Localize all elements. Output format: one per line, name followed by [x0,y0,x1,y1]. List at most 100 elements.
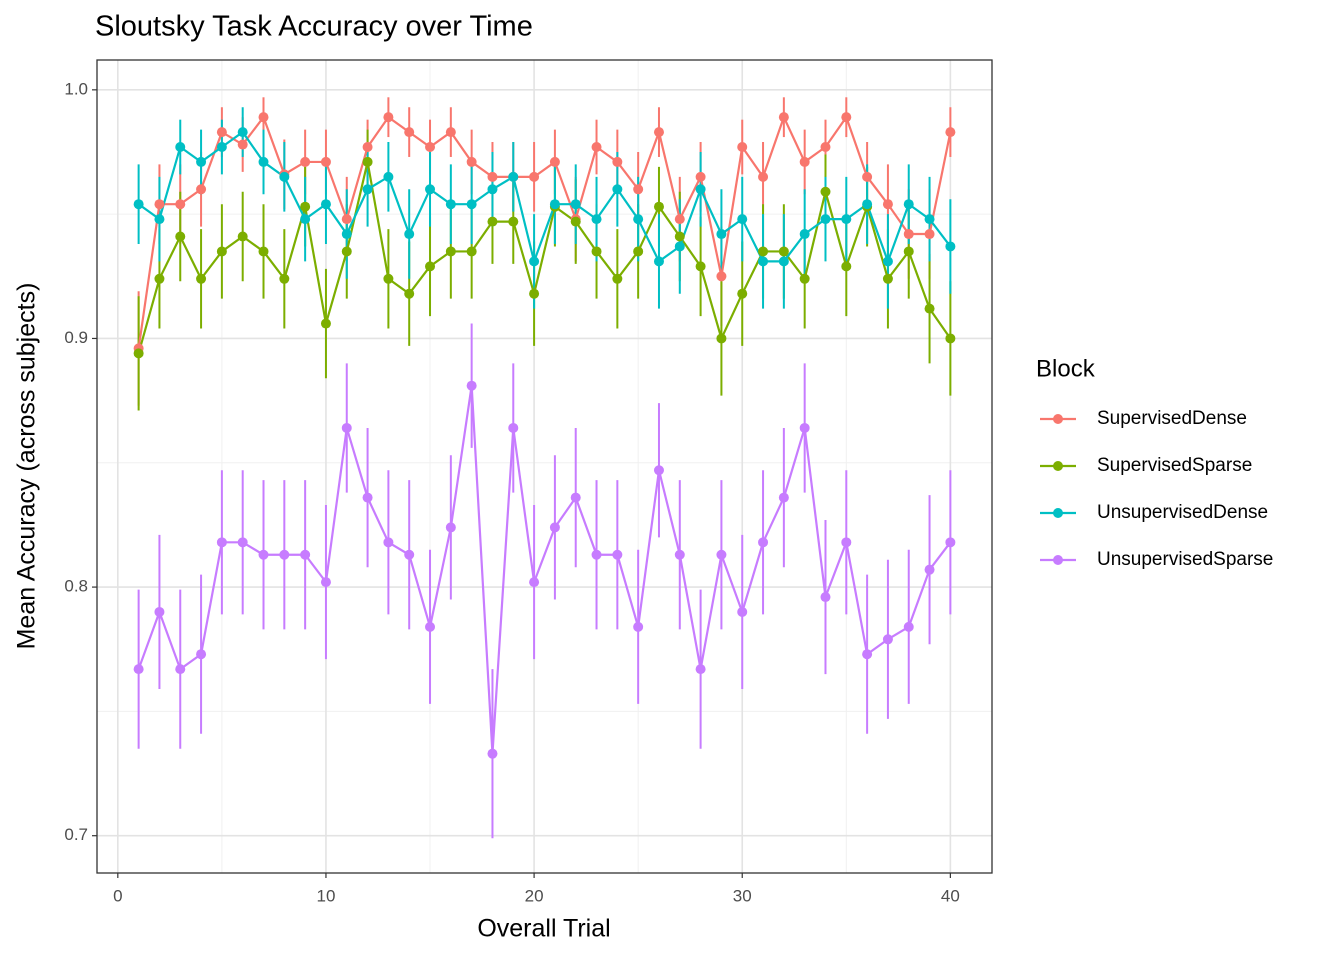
x-tick-label: 0 [113,886,122,905]
data-point [362,184,373,195]
data-point [133,199,144,210]
legend-key-point [1053,414,1063,424]
data-point [216,142,227,153]
data-point [487,748,498,759]
data-point [591,549,602,560]
data-point [320,199,331,210]
data-point [362,142,373,153]
data-point [570,492,581,503]
data-point [237,231,248,242]
data-point [320,577,331,588]
data-point [300,156,311,167]
data-point [466,246,477,257]
data-point [799,273,810,284]
data-point [383,537,394,548]
data-point [279,171,290,182]
data-point [341,214,352,225]
data-point [300,549,311,560]
data-point [945,537,956,548]
data-point [445,246,456,257]
data-point [612,549,623,560]
x-tick-label: 40 [941,886,960,905]
data-point [612,273,623,284]
data-point [320,318,331,329]
data-point [529,171,540,182]
data-point [778,112,789,123]
legend-key-point [1053,555,1063,565]
y-tick-label: 0.8 [64,577,88,596]
data-point [903,621,914,632]
data-point [425,621,436,632]
data-point [841,112,852,123]
data-point [862,171,873,182]
data-point [300,214,311,225]
data-point [425,184,436,195]
data-point [841,261,852,272]
data-point [612,156,623,167]
x-tick-label: 20 [525,886,544,905]
y-tick-label: 0.9 [64,328,88,347]
data-point [487,184,498,195]
legend-key-point [1053,461,1063,471]
data-point [674,241,685,252]
data-point [570,216,581,227]
data-point [508,422,519,433]
data-point [175,664,186,675]
data-point [133,348,144,359]
data-point [799,422,810,433]
data-point [258,246,269,257]
data-point [945,127,956,138]
data-point [341,422,352,433]
data-point [196,273,207,284]
data-point [466,199,477,210]
data-point [508,216,519,227]
x-axis-title: Overall Trial [477,915,610,943]
data-point [362,492,373,503]
data-point [383,171,394,182]
data-point [633,214,644,225]
data-point [154,214,165,225]
data-point [196,156,207,167]
data-point [653,201,664,212]
data-point [175,199,186,210]
data-point [133,664,144,675]
data-point [716,549,727,560]
data-point [841,537,852,548]
data-point [591,246,602,257]
data-point [529,288,540,299]
data-point [862,199,873,210]
data-point [258,156,269,167]
data-point [903,246,914,257]
data-point [549,156,560,167]
data-point [882,199,893,210]
data-point [695,261,706,272]
data-point [570,199,581,210]
data-point [445,522,456,533]
data-point [466,156,477,167]
data-point [216,246,227,257]
plot-border [96,59,993,874]
data-point [237,139,248,150]
series-line [137,161,952,354]
data-point [508,171,519,182]
series-line [137,130,952,266]
data-point [924,564,935,575]
data-point [758,171,769,182]
data-point [945,333,956,344]
data-point [695,171,706,182]
data-point [196,649,207,660]
data-point [237,127,248,138]
data-point [820,142,831,153]
data-point [737,288,748,299]
data-point [175,231,186,242]
legend-label: SupervisedSparse [1097,455,1252,476]
data-point [154,199,165,210]
x-tick-label: 30 [733,886,752,905]
series-line [137,114,952,349]
data-point [341,246,352,257]
data-point [633,184,644,195]
data-point [279,549,290,560]
data-point [841,214,852,225]
y-tick-label: 1.0 [64,79,88,98]
